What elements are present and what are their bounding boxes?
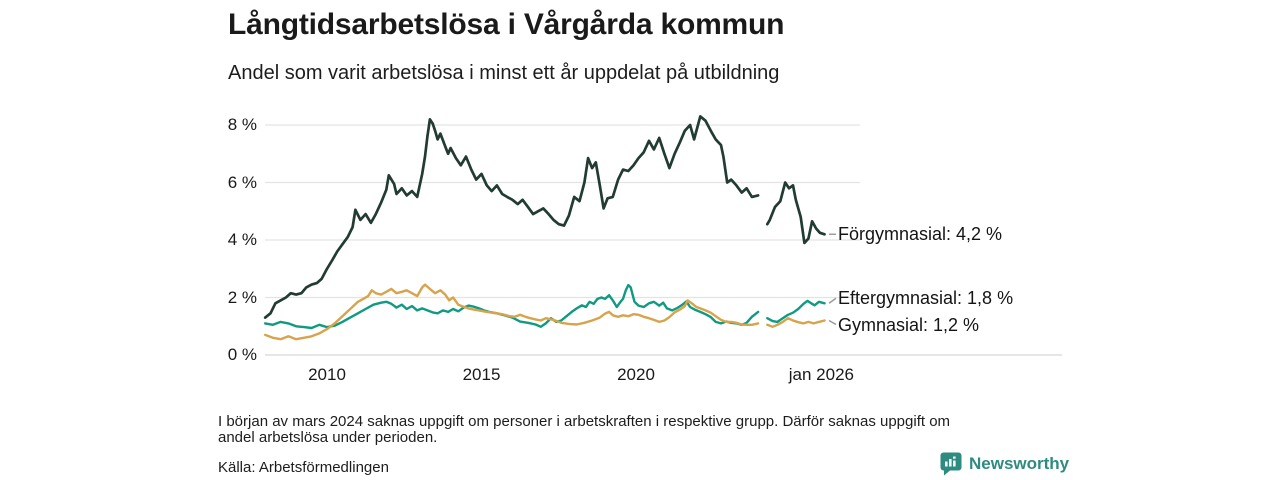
- series-line-förgymnasial: [263, 115, 760, 319]
- series-label-gymnasial: Gymnasial: 1,2 %: [838, 314, 980, 335]
- series-label-eftergymnasial: Eftergymnasial: 1,8 %: [838, 288, 1014, 309]
- series-line-eftergymnasial: [766, 299, 826, 324]
- y-tick-label: 6 %: [227, 172, 257, 192]
- page-title: Långtidsarbetslösa i Vårgårda kommun: [228, 8, 785, 41]
- y-tick-label: 8 %: [227, 115, 257, 134]
- footnote: I början av mars 2024 saknas uppgift om …: [218, 414, 950, 446]
- series-line-förgymnasial: [765, 181, 826, 245]
- y-tick-label: 4 %: [227, 230, 257, 249]
- newsworthy-wordmark: Newsworthy: [969, 454, 1070, 473]
- newsworthy-logo: Newsworthy: [940, 452, 1069, 476]
- y-tick-label: 2 %: [227, 287, 257, 307]
- footnote-line-1: I början av mars 2024 saknas uppgift om …: [218, 413, 951, 430]
- footnote-line-2: andel arbetslösa under perioden.: [218, 429, 438, 446]
- x-tick-label: jan 2026: [788, 365, 854, 384]
- series-label-förgymnasial: Förgymnasial: 4,2 %: [838, 224, 1003, 245]
- y-tick-label: 0 %: [227, 345, 257, 364]
- page-subtitle: Andel som varit arbetslösa i minst ett å…: [228, 62, 780, 84]
- x-tick-label: 2010: [308, 365, 346, 384]
- x-tick-label: 2015: [462, 365, 501, 384]
- newsworthy-icon: [940, 452, 962, 476]
- x-tick-label: 2020: [617, 365, 655, 384]
- label-connector: [828, 297, 837, 304]
- label-connector: [828, 319, 837, 326]
- series-line-gymnasial: [264, 283, 760, 341]
- series-line-gymnasial: [766, 317, 826, 328]
- source-attribution: Källa: Arbetsförmedlingen: [218, 459, 389, 476]
